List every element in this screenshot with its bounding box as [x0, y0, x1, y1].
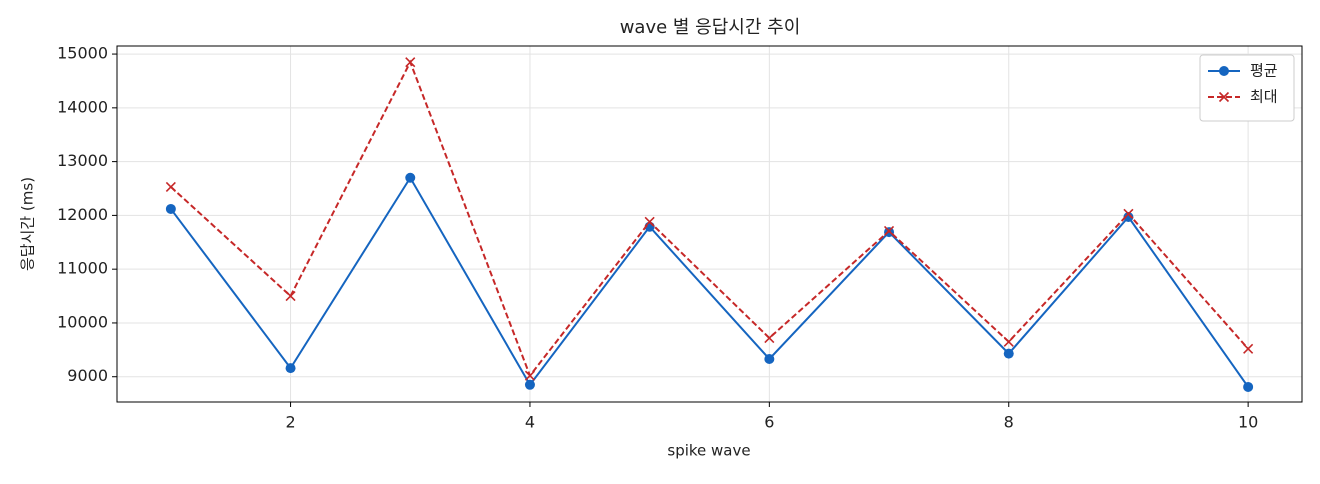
y-tick-label: 11000 — [57, 259, 108, 278]
y-tick-label: 14000 — [57, 97, 108, 116]
marker — [1219, 66, 1229, 76]
legend-label: 평균 — [1250, 62, 1278, 80]
marker — [1003, 336, 1014, 347]
chart-title: wave 별 응답시간 추이 — [620, 17, 801, 38]
marker — [764, 353, 775, 364]
marker — [644, 216, 655, 227]
x-tick-label: 10 — [1238, 413, 1258, 432]
marker — [1243, 381, 1254, 392]
data-layer — [165, 57, 1254, 392]
x-tick-label: 6 — [764, 413, 774, 432]
y-tick-label: 12000 — [57, 205, 108, 224]
series-line — [170, 175, 1249, 388]
marker — [405, 57, 416, 68]
plot-frame — [116, 45, 1303, 403]
x-tick-label: 4 — [525, 413, 535, 432]
marker — [883, 225, 895, 237]
marker — [1218, 91, 1230, 103]
y-axis-label: 응답시간 (ms) — [19, 177, 37, 271]
marker — [285, 363, 296, 374]
marker — [1123, 208, 1134, 219]
series-line — [170, 59, 1249, 378]
marker — [405, 172, 416, 183]
y-tick-label: 13000 — [57, 151, 108, 170]
marker — [285, 290, 296, 302]
x-tick-label: 2 — [285, 413, 295, 432]
marker — [1123, 212, 1134, 223]
x-tick-label: 8 — [1004, 413, 1014, 432]
marker — [1243, 343, 1254, 354]
x-axis-label: spike wave — [667, 442, 750, 460]
y-tick-label: 9000 — [67, 366, 108, 385]
y-tick-label: 10000 — [57, 312, 108, 331]
y-tick-label: 15000 — [57, 44, 108, 63]
marker — [1003, 348, 1014, 359]
marker — [524, 379, 535, 390]
marker — [165, 203, 176, 214]
legend-box — [1199, 54, 1295, 122]
marker — [524, 370, 536, 381]
legend-label: 최대 — [1250, 88, 1278, 106]
marker — [165, 181, 176, 192]
marker — [764, 332, 775, 344]
